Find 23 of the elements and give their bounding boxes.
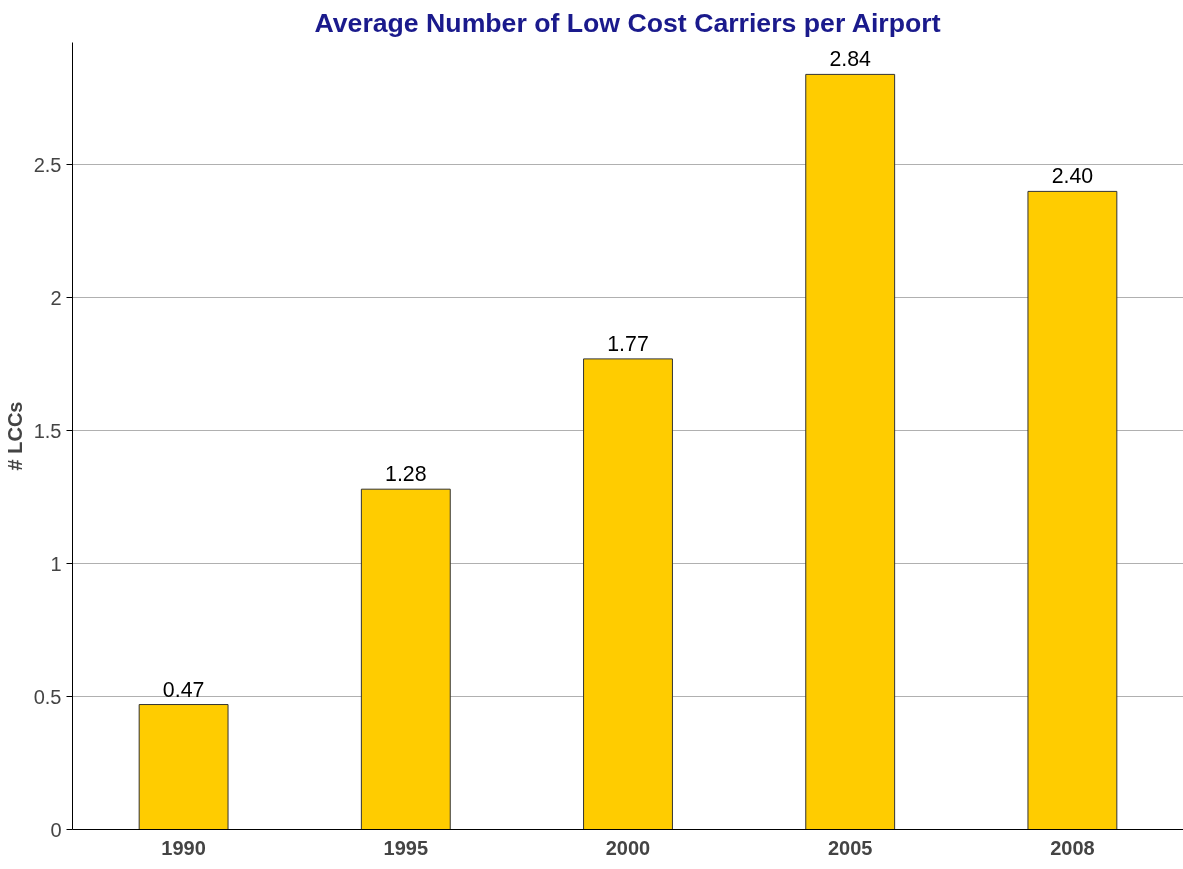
data-label: 2.40: [1051, 164, 1094, 189]
x-tick-label: 1995: [383, 836, 429, 859]
data-label: 0.47: [162, 677, 205, 702]
y-tick-label: 1.5: [33, 419, 62, 442]
y-axis-title: # LCCs: [3, 401, 26, 471]
x-tick-label: 2000: [605, 836, 651, 859]
y-tick-label: 0: [50, 818, 62, 841]
bar: [360, 488, 451, 830]
bar: [805, 73, 896, 830]
data-label: 2.84: [829, 47, 872, 72]
bar: [583, 358, 673, 830]
y-tick-label: 1: [50, 552, 62, 575]
bar: [1027, 190, 1118, 830]
bar: [138, 704, 229, 830]
y-tick-label: 2: [50, 286, 62, 309]
chart-title: Average Number of Low Cost Carriers per Airport: [314, 7, 941, 38]
x-tick-label: 2008: [1050, 836, 1095, 859]
data-label: 1.28: [385, 462, 427, 487]
x-tick-label: 2005: [827, 836, 873, 859]
x-tick-label: 1990: [161, 836, 206, 859]
y-tick-label: 0.5: [33, 685, 62, 708]
y-tick-label: 2.5: [33, 153, 62, 176]
data-label: 1.77: [607, 331, 649, 356]
